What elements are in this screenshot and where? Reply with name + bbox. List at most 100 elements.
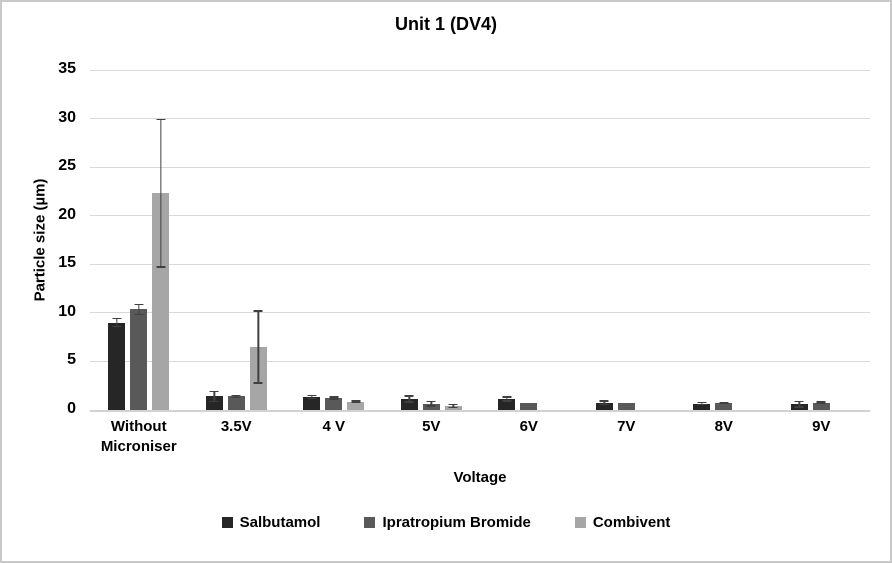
- plot-area: [90, 69, 870, 412]
- x-tick-label-9v: 9V: [812, 418, 831, 435]
- bar-slot-combivent: [542, 70, 559, 410]
- bar-slot-combivent: [152, 70, 170, 410]
- bar-group-8v: [675, 70, 773, 410]
- error-bar-cap-bottom: [502, 400, 512, 402]
- legend-item-salbutamol: Salbutamol: [221, 514, 321, 531]
- error-bar-cap-bottom: [156, 266, 166, 268]
- gridline-y-30: [90, 118, 870, 120]
- error-bar-cap-bottom: [794, 406, 804, 408]
- error-bar-cap-top: [794, 400, 804, 403]
- error-bar-cap-bottom: [697, 403, 707, 406]
- error-bar-line: [333, 396, 335, 399]
- error-bar-line: [408, 395, 410, 402]
- x-axis-labels: Without Microniser 3.5V 4 V 5V 6V 7V 8V 9V: [90, 417, 870, 456]
- error-bar-line: [355, 400, 357, 403]
- x-tick-label-5v: 5V: [422, 418, 441, 435]
- error-bar-cap-top: [719, 401, 729, 404]
- bar-groups: [90, 70, 870, 410]
- y-tick-label-15: 15: [58, 254, 76, 272]
- bar-ipratropium-bromide: [715, 403, 733, 410]
- bar-slot-salbutamol: [303, 70, 321, 410]
- error-bar-cap-top: [156, 118, 166, 121]
- error-bar-line: [257, 310, 259, 383]
- y-tick-label-5: 5: [67, 351, 76, 369]
- bar-ipratropium-bromide: [130, 309, 148, 410]
- bar-ipratropium-bromide: [227, 396, 245, 410]
- bar-slot-combivent: [640, 70, 657, 410]
- bar-group-5v: [383, 70, 481, 410]
- error-bar-cap-bottom: [134, 313, 144, 316]
- x-tick-label-without-microniser: Without Microniser: [100, 418, 177, 455]
- x-tick-label-7v: 7V: [617, 418, 636, 435]
- error-bar-line: [311, 395, 313, 399]
- bar-slot-ipratropium-bromide: [227, 70, 245, 410]
- error-bar-cap-top: [351, 400, 361, 402]
- error-bar-cap-top: [404, 395, 414, 397]
- error-bar-line: [213, 391, 215, 402]
- error-bar-line: [116, 318, 118, 327]
- bar-group-4-v: [285, 70, 383, 410]
- error-bar-line: [452, 404, 454, 408]
- y-tick-label-30: 30: [58, 108, 76, 126]
- bar-slot-ipratropium-bromide: [812, 70, 830, 410]
- bar-combivent: [152, 193, 170, 410]
- bar-slot-ipratropium-bromide: [130, 70, 148, 410]
- error-bar-line: [701, 402, 703, 405]
- bar-slot-combivent: [347, 70, 365, 410]
- error-bar-cap-bottom: [209, 400, 219, 403]
- error-bar-cap-bottom: [404, 401, 414, 403]
- error-bar-cap-top: [253, 310, 263, 312]
- bar-slot-ipratropium-bromide: [715, 70, 733, 410]
- legend-item-ipratropium-bromide: Ipratropium Bromide: [364, 514, 531, 531]
- error-bar-cap-top: [448, 403, 458, 406]
- bar-slot-salbutamol: [595, 70, 613, 410]
- gridline-y-5: [90, 360, 870, 362]
- legend-marker-icon: [364, 517, 376, 528]
- legend-label: Ipratropium Bromide: [382, 514, 531, 531]
- error-bar-cap-bottom: [351, 401, 361, 404]
- bar-ipratropium-bromide: [617, 403, 635, 410]
- error-bar-cap-top: [112, 317, 122, 320]
- bar-slot-salbutamol: [790, 70, 808, 410]
- error-bar-cap-bottom: [448, 406, 458, 409]
- legend-label: Combivent: [592, 514, 671, 531]
- error-bar-cap-bottom: [426, 405, 436, 407]
- gridline-y-10: [90, 312, 870, 314]
- x-axis-title: Voltage: [453, 469, 507, 486]
- error-bar-cap-top: [697, 401, 707, 404]
- y-tick-label-0: 0: [67, 400, 76, 417]
- y-tick-label-35: 35: [58, 60, 76, 77]
- error-bar-line: [430, 401, 432, 407]
- bar-slot-combivent: [835, 70, 852, 410]
- bar-salbutamol: [595, 402, 613, 410]
- x-tick-label-8v: 8V: [714, 418, 733, 435]
- bar-slot-ipratropium-bromide: [325, 70, 343, 410]
- bar-salbutamol: [205, 396, 223, 410]
- bar-group-7v: [578, 70, 676, 410]
- bar-ipratropium-bromide: [520, 403, 538, 410]
- bar-salbutamol: [400, 398, 418, 410]
- error-bar-cap-top: [599, 400, 609, 402]
- legend-label: Salbutamol: [239, 514, 321, 531]
- error-bar-line: [160, 119, 162, 268]
- gridline-y-25: [90, 166, 870, 168]
- bar-slot-salbutamol: [400, 70, 418, 410]
- y-tick-label-25: 25: [58, 157, 76, 175]
- error-bar-cap-bottom: [329, 398, 339, 400]
- gridline-y-20: [90, 215, 870, 217]
- bar-slot-salbutamol: [498, 70, 516, 410]
- error-bar-line: [138, 304, 140, 315]
- bar-salbutamol: [498, 398, 516, 410]
- error-bar-cap-bottom: [816, 402, 826, 404]
- bar-group-6v: [480, 70, 578, 410]
- x-tick-label-3-5v: 3.5V: [220, 418, 252, 435]
- legend-marker-icon: [574, 517, 586, 528]
- y-tick-label-20: 20: [58, 205, 76, 223]
- error-bar-cap-bottom: [253, 382, 263, 384]
- x-tick-label-6v: 6V: [519, 418, 538, 435]
- gridline-y-35: [90, 69, 870, 71]
- legend-marker-icon: [221, 517, 233, 528]
- bar-salbutamol: [693, 403, 711, 410]
- error-bar-cap-top: [426, 400, 436, 403]
- bar-slot-ipratropium-bromide: [520, 70, 538, 410]
